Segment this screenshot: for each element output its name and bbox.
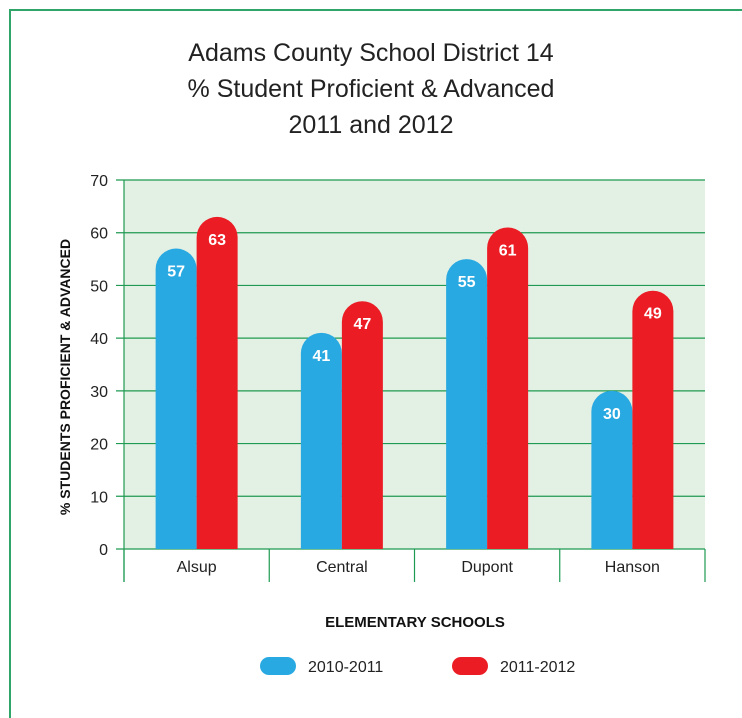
legend-label: 2010-2011 [308,659,383,676]
data-label: 61 [499,242,517,259]
x-axis: Alsup Central Dupont Hanson [123,180,706,582]
y-tick-label: 0 [99,542,108,559]
bar-2010-2011-Alsup [155,248,197,549]
legend: 2010-2011 2011-2012 [260,657,575,676]
y-axis-label: % STUDENTS PROFICIENT & ADVANCED [57,239,73,515]
chart-title-line-2: % Student Proficient & Advanced [187,75,555,103]
legend-label: 2011-2012 [500,659,575,676]
y-tick-label: 40 [90,331,108,348]
x-axis-label: ELEMENTARY SCHOOLS [325,614,505,631]
y-tick-labels: 0 10 20 30 40 50 60 70 [90,173,108,559]
y-tick-label: 60 [90,226,108,243]
data-label: 63 [208,232,226,249]
bars: 57 63 41 47 55 61 30 49 [155,216,674,549]
chart-title-line-3: 2011 and 2012 [288,111,454,139]
data-label: 41 [312,348,330,365]
x-tick-label: Central [316,559,368,576]
data-label: 49 [644,306,662,323]
data-label: 55 [458,274,476,291]
y-tick-label: 70 [90,173,108,190]
x-tick-label: Dupont [461,559,513,576]
bar-2011-2012-Central [341,301,383,549]
y-tick-label: 30 [90,384,108,401]
bar-2010-2011-Dupont [446,259,488,549]
data-label: 57 [167,264,185,281]
chart-title-line-1: Adams County School District 14 [188,39,554,67]
data-label: 30 [603,406,621,423]
bar-2011-2012-Alsup [196,216,238,549]
bar-2010-2011-Central [300,332,342,549]
bar-2011-2012-Dupont [487,227,529,549]
bar-2010-2011-Hanson [591,390,633,549]
x-tick-label: Alsup [177,559,217,576]
y-tick-label: 10 [90,489,108,506]
legend-swatch [260,657,296,675]
data-label: 47 [353,316,371,333]
x-tick-label: Hanson [605,559,660,576]
legend-swatch [452,657,488,675]
y-tick-label: 50 [90,278,108,295]
chart-frame [9,9,742,718]
y-tick-label: 20 [90,437,108,454]
bar-2011-2012-Hanson [632,290,674,549]
